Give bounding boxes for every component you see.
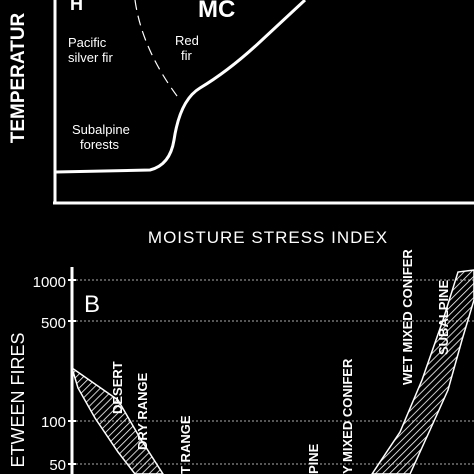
- panel-b-y-axis-label: ETWEEN FIRES: [8, 332, 28, 467]
- y-tick-label-50: 50: [49, 457, 66, 474]
- panel-b-gridlines: [72, 279, 474, 465]
- panel-b-letter: B: [84, 291, 100, 318]
- panel-a: TEMPERATUR H MC Pacific silver fir Red f…: [8, 0, 474, 247]
- red-fir-label-line1: Red: [175, 33, 199, 48]
- panel-b-y-ticks: [68, 279, 76, 465]
- y-tick-label-500: 500: [41, 315, 66, 332]
- pacific-silver-fir-label-line2: silver fir: [68, 50, 113, 65]
- zone-label-t-range: T RANGE: [178, 415, 193, 474]
- subalpine-boundary-curve: [55, 0, 307, 174]
- pacific-silver-fir-label-line1: Pacific: [68, 35, 107, 50]
- fragment-label-left: H: [70, 0, 83, 14]
- panel-a-x-axis-label: MOISTURE STRESS INDEX: [148, 228, 388, 247]
- subalpine-fire-interval-band: [371, 269, 474, 474]
- y-tick-label-1000: 1000: [33, 274, 66, 291]
- panel-b-zone-labels: DESERT DRY RANGE T RANGE PINE Y MIXED CONIFE…: [110, 249, 451, 474]
- y-tick-label-100: 100: [41, 414, 66, 431]
- subalpine-forests-label-line1: Subalpine: [72, 122, 130, 137]
- fragment-label-right: MC: [198, 0, 235, 23]
- zone-label-subalpine: SUBALPINE: [436, 280, 451, 355]
- zone-label-pine: PINE: [306, 443, 321, 474]
- red-fir-dashed-boundary: [134, 0, 181, 101]
- zone-label-y-mixed-conifer: Y MIXED CONIFER: [340, 358, 355, 474]
- panel-a-y-axis-label: TEMPERATUR: [8, 12, 29, 143]
- panel-b: 1000 500 100 50 ETWEEN FIRES B DESERT DRY…: [8, 249, 474, 474]
- zone-label-desert: DESERT: [110, 361, 125, 414]
- zone-label-wet-mixed-conifer: WET MIXED CONIFER: [400, 249, 415, 385]
- zone-label-dry-range: DRY RANGE: [135, 372, 150, 450]
- subalpine-forests-label-line2: forests: [80, 137, 120, 152]
- red-fir-label-line2: fir: [181, 48, 193, 63]
